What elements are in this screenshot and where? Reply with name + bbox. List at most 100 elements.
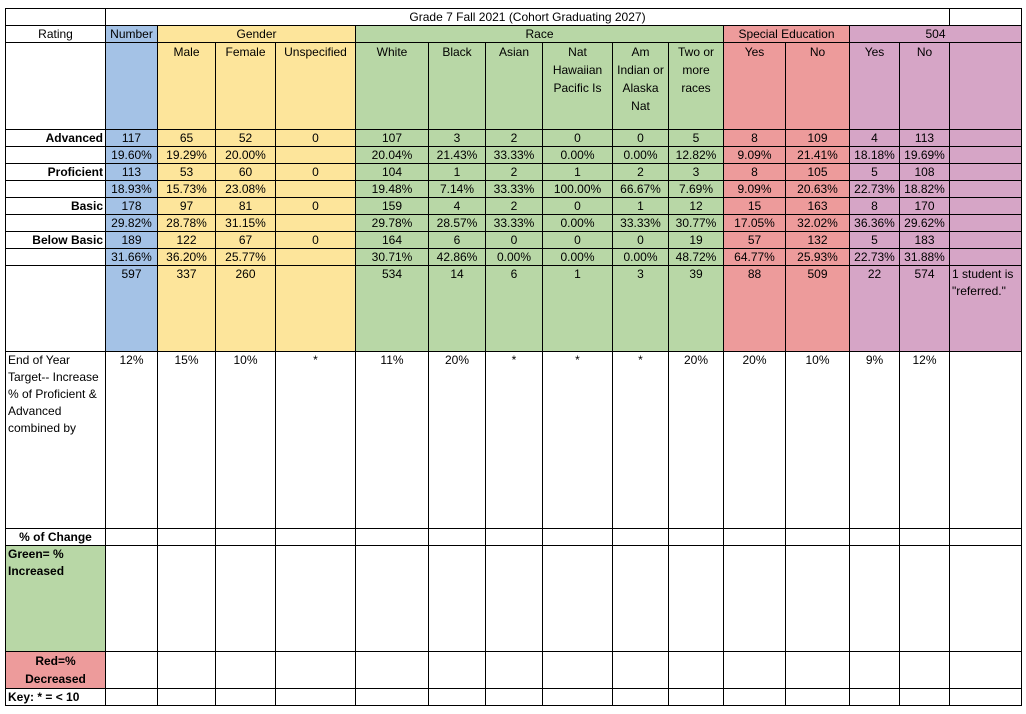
- count-cell: 1: [428, 163, 486, 181]
- percent-cell: 33.33%: [485, 146, 543, 164]
- percent-cell: 32.02%: [785, 214, 850, 232]
- count-cell: 0: [542, 129, 613, 147]
- count-cell: 189: [105, 231, 158, 249]
- count-cell: 81: [215, 197, 276, 215]
- percent-cell: 0.00%: [542, 146, 613, 164]
- target-cell: *: [275, 351, 356, 529]
- percent-cell: 22.73%: [849, 248, 900, 266]
- total-cell: 574: [899, 265, 950, 352]
- count-cell: 0: [612, 129, 669, 147]
- table-row: Advanced 117 65 52 0 107 3 2 0 0 5 8 109 4 113: [5, 129, 1022, 147]
- percent-cell: 17.05%: [723, 214, 786, 232]
- target-row: End of Year Target-- Increase % of Profi…: [5, 351, 1022, 529]
- count-cell: 12: [668, 197, 724, 215]
- count-cell: 5: [668, 129, 724, 147]
- count-cell: 1: [542, 163, 613, 181]
- percent-cell: 18.93%: [105, 180, 158, 198]
- target-cell: 9%: [849, 351, 900, 529]
- red-key-row: Red=% Decreased: [5, 651, 1022, 689]
- percent-cell: 21.41%: [785, 146, 850, 164]
- count-cell: 5: [849, 163, 900, 181]
- count-cell: 2: [485, 129, 543, 147]
- count-cell: 8: [723, 163, 786, 181]
- data-table: Grade 7 Fall 2021 (Cohort Graduating 202…: [5, 8, 1022, 706]
- table-row: 19.60% 19.29% 20.00% 20.04% 21.43% 33.33% 0.00…: [5, 146, 1022, 164]
- number-header: Number: [105, 25, 158, 43]
- count-cell: 0: [275, 129, 356, 147]
- percent-cell: 20.00%: [215, 146, 276, 164]
- count-cell: 8: [723, 129, 786, 147]
- percent-cell: 33.33%: [485, 214, 543, 232]
- target-cell: *: [542, 351, 613, 529]
- table-row: Below Basic 189 122 67 0 164 6 0 0 0 19 57 132 5 183: [5, 231, 1022, 249]
- count-cell: 0: [275, 231, 356, 249]
- percent-cell: 48.72%: [668, 248, 724, 266]
- count-cell: 4: [849, 129, 900, 147]
- target-cell: 15%: [157, 351, 216, 529]
- total-cell: 22: [849, 265, 900, 352]
- count-cell: 0: [275, 163, 356, 181]
- count-cell: 122: [157, 231, 216, 249]
- percent-cell: 29.62%: [899, 214, 950, 232]
- col-header-sped-no: No: [785, 42, 850, 130]
- percent-cell: 21.43%: [428, 146, 486, 164]
- target-cell: 12%: [899, 351, 950, 529]
- table-row: Proficient 113 53 60 0 104 1 2 1 2 3 8 105 5 108: [5, 163, 1022, 181]
- count-cell: 52: [215, 129, 276, 147]
- percent-cell: 0.00%: [612, 248, 669, 266]
- table-row: 18.93% 15.73% 23.08% 19.48% 7.14% 33.33% 100.0…: [5, 180, 1022, 198]
- total-cell: 14: [428, 265, 486, 352]
- percent-cell: 18.82%: [899, 180, 950, 198]
- rating-label: Below Basic: [5, 231, 106, 249]
- target-cell: *: [485, 351, 543, 529]
- count-cell: 2: [485, 163, 543, 181]
- percent-cell: 42.86%: [428, 248, 486, 266]
- table-row: 29.82% 28.78% 31.15% 29.78% 28.57% 33.33% 0.00…: [5, 214, 1022, 232]
- count-cell: 0: [612, 231, 669, 249]
- target-label: End of Year Target-- Increase % of Profi…: [5, 351, 106, 529]
- count-cell: 0: [485, 231, 543, 249]
- percent-cell: 29.78%: [355, 214, 429, 232]
- percent-cell: 7.69%: [668, 180, 724, 198]
- percent-cell: 0.00%: [542, 248, 613, 266]
- percent-cell: 36.20%: [157, 248, 216, 266]
- total-cell: 534: [355, 265, 429, 352]
- percent-cell: 31.66%: [105, 248, 158, 266]
- count-cell: 60: [215, 163, 276, 181]
- percent-cell: 9.09%: [723, 180, 786, 198]
- count-cell: 132: [785, 231, 850, 249]
- percent-cell: 18.18%: [849, 146, 900, 164]
- count-cell: 113: [105, 163, 158, 181]
- percent-cell: 20.63%: [785, 180, 850, 198]
- col-header-504-no: No: [899, 42, 950, 130]
- key-label: Key: * = < 10: [5, 688, 106, 706]
- percent-cell: 31.15%: [215, 214, 276, 232]
- sped-header: Special Education: [723, 25, 850, 43]
- count-cell: 104: [355, 163, 429, 181]
- table-row: 31.66% 36.20% 25.77% 30.71% 42.86% 0.00% 0.00%…: [5, 248, 1022, 266]
- percent-cell: 0.00%: [612, 146, 669, 164]
- race-header: Race: [355, 25, 724, 43]
- count-cell: 57: [723, 231, 786, 249]
- col-header-unspecified: Unspecified: [275, 42, 356, 130]
- percent-cell: 15.73%: [157, 180, 216, 198]
- red-key-label: Red=% Decreased: [5, 651, 106, 689]
- percent-cell: 66.67%: [612, 180, 669, 198]
- total-cell: 597: [105, 265, 158, 352]
- target-cell: 11%: [355, 351, 429, 529]
- green-key-label: Green= % Increased: [5, 545, 106, 652]
- percent-cell: 20.04%: [355, 146, 429, 164]
- percent-cell: [275, 180, 356, 198]
- total-cell: 1: [542, 265, 613, 352]
- total-cell: 509: [785, 265, 850, 352]
- count-cell: 178: [105, 197, 158, 215]
- count-cell: 105: [785, 163, 850, 181]
- count-cell: 108: [899, 163, 950, 181]
- col-header-504-yes: Yes: [849, 42, 900, 130]
- target-cell: 20%: [723, 351, 786, 529]
- col-header-asian: Asian: [485, 42, 543, 130]
- percent-cell: 30.77%: [668, 214, 724, 232]
- rating-header: Rating: [5, 25, 106, 43]
- total-cell: 88: [723, 265, 786, 352]
- count-cell: 3: [668, 163, 724, 181]
